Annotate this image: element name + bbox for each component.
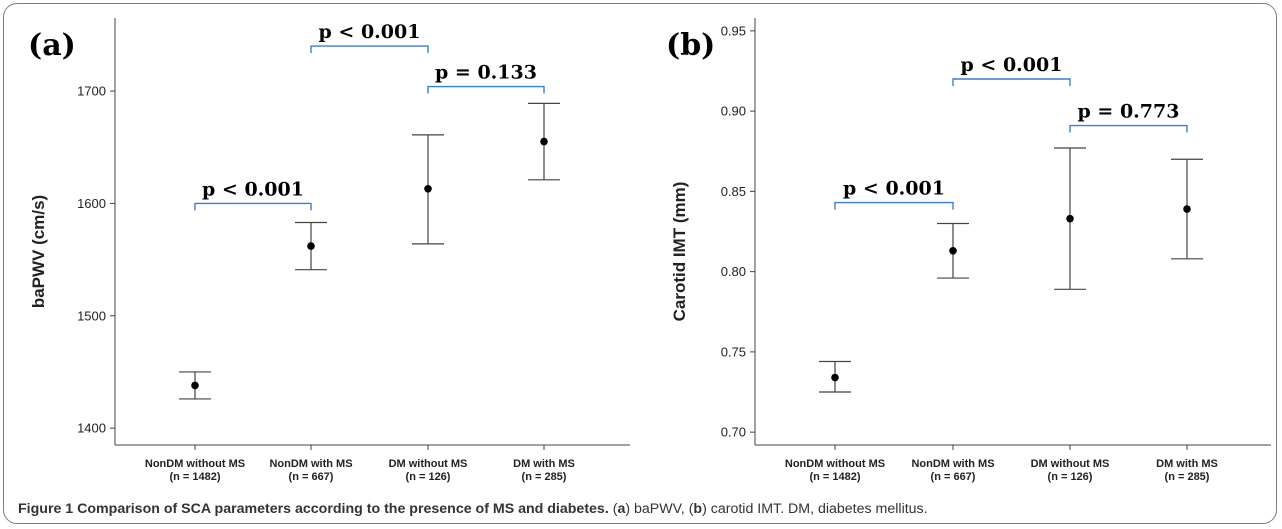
mean-point <box>949 246 957 255</box>
p-value-label: p < 0.001 <box>202 178 304 200</box>
mean-point <box>307 242 315 250</box>
significance-bracket <box>310 45 429 54</box>
significance-bracket <box>427 85 545 94</box>
caption-panel-a-ref: a <box>617 501 626 517</box>
x-tick-label: DM without MS <box>389 458 468 470</box>
x-tick-label: DM with MS <box>1156 458 1218 470</box>
x-tick-sublabel: (n = 667) <box>931 471 976 483</box>
y-axis-title: baPWV (cm/s) <box>29 195 48 308</box>
x-tick-sublabel: (n = 285) <box>1165 471 1210 483</box>
p-value-label: p < 0.001 <box>843 178 945 200</box>
y-tick-label: 1600 <box>77 196 106 211</box>
x-tick-label: DM with MS <box>513 458 575 470</box>
caption-label: Figure 1 <box>18 501 74 517</box>
x-tick-label: NonDM with MS <box>269 458 352 470</box>
x-tick-sublabel: (n = 285) <box>522 471 567 483</box>
significance-bracket <box>952 78 1071 86</box>
x-tick-label: NonDM without MS <box>785 458 885 470</box>
figure-frame <box>3 3 1277 524</box>
panel-letter: (b) <box>666 28 715 63</box>
chart-panel-b: (b) 0.70 0.75 0.80 0.85 0.90 0.95 NonDM without… <box>666 18 1271 483</box>
x-tick-label: NonDM without MS <box>145 458 245 470</box>
significance-bracket <box>194 202 312 211</box>
y-tick-label: 1400 <box>77 421 106 436</box>
x-tick-sublabel: (n = 667) <box>289 471 334 483</box>
x-tick-sublabel: (n = 1482) <box>169 471 220 483</box>
mean-point <box>831 373 839 382</box>
significance-bracket <box>834 201 954 210</box>
y-tick-label: 1500 <box>77 308 106 323</box>
y-tick-label: 0.80 <box>721 264 746 279</box>
mean-point <box>191 381 199 390</box>
mean-point <box>540 137 548 146</box>
mean-point <box>1066 214 1074 223</box>
y-tick-label: 0.90 <box>721 104 746 119</box>
panel-letter: (a) <box>28 28 76 63</box>
x-tick-sublabel: (n = 126) <box>406 471 451 483</box>
p-value-label: p < 0.001 <box>319 21 421 43</box>
caption-title: Comparison of SCA parameters according t… <box>77 501 609 517</box>
x-tick-sublabel: (n = 1482) <box>809 471 860 483</box>
mean-point <box>1183 205 1191 213</box>
mean-point <box>424 185 432 193</box>
figure-caption: Figure 1 Comparison of SCA parameters ac… <box>18 501 1273 517</box>
p-value-label: p = 0.773 <box>1078 101 1180 123</box>
caption-text-b: ) carotid IMT. DM, diabetes mellitus. <box>702 501 928 517</box>
y-tick-label: 1700 <box>77 84 106 99</box>
caption-paren-1: ( <box>612 501 618 517</box>
significance-bracket <box>1069 124 1188 133</box>
caption-panel-b-ref: b <box>693 501 703 517</box>
x-tick-label: NonDM with MS <box>911 458 994 470</box>
p-value-label: p = 0.133 <box>435 62 537 84</box>
y-tick-label: 0.75 <box>721 344 746 359</box>
y-tick-label: 0.70 <box>721 425 746 440</box>
x-tick-label: DM without MS <box>1031 458 1110 470</box>
y-tick-label: 0.95 <box>721 23 746 38</box>
y-axis-title: Carotid IMT (mm) <box>670 182 689 322</box>
caption-text-a: ) baPWV, ( <box>625 501 694 517</box>
y-tick-label: 0.85 <box>721 184 746 199</box>
x-tick-sublabel: (n = 126) <box>1048 471 1093 483</box>
p-value-label: p < 0.001 <box>961 54 1063 76</box>
